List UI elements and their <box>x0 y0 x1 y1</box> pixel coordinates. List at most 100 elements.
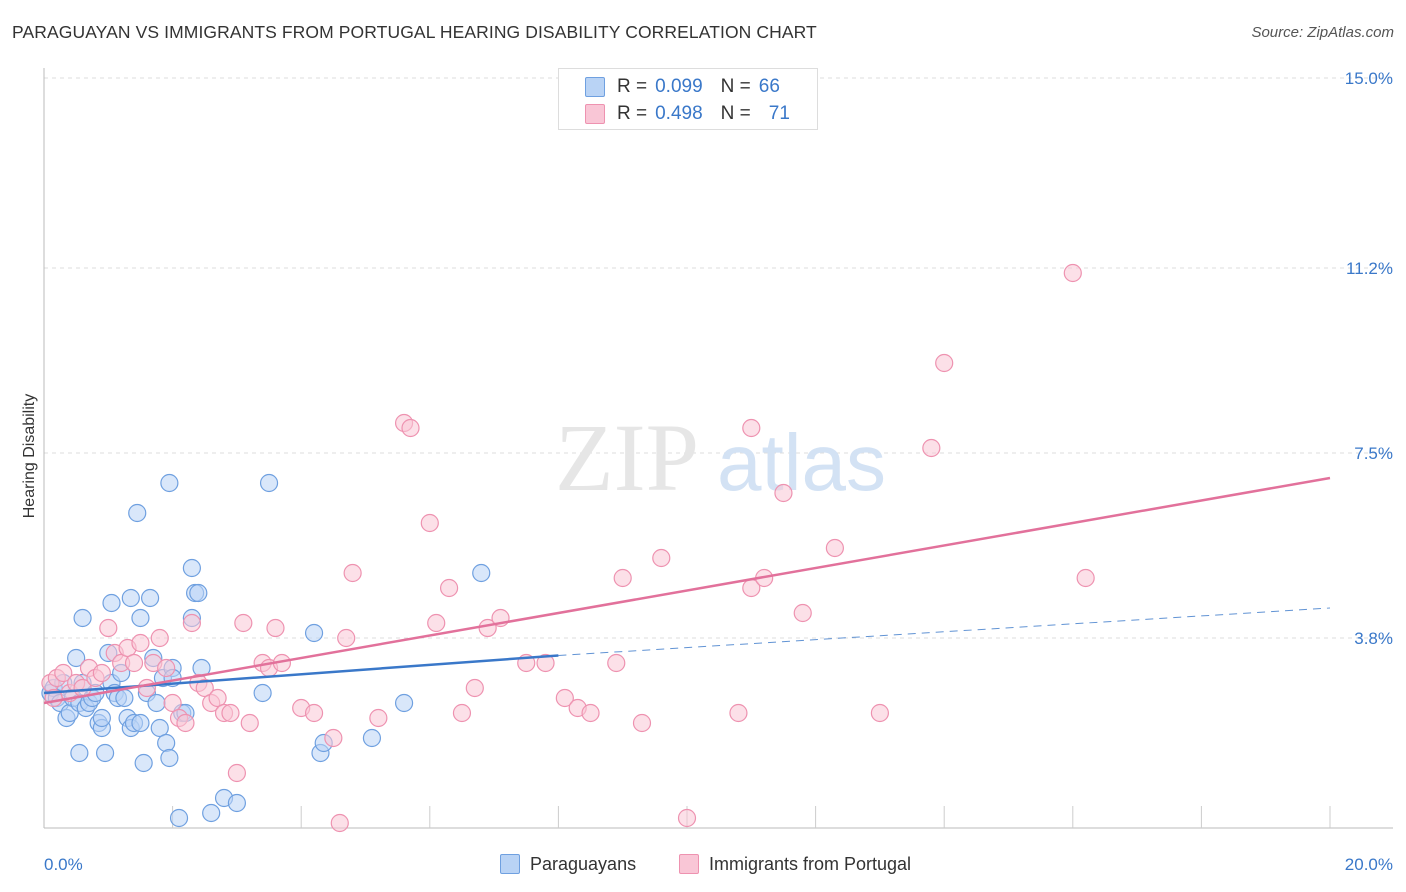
point-portugal <box>774 483 793 503</box>
point-portugal <box>330 813 349 833</box>
point-portugal <box>163 693 182 713</box>
point-paraguayans <box>73 608 92 628</box>
point-portugal <box>99 618 118 638</box>
watermark-atlas: atlas <box>717 418 886 507</box>
legend-r-label: R = <box>617 103 648 124</box>
point-portugal <box>452 703 472 723</box>
point-portugal <box>677 808 697 828</box>
point-portugal <box>401 418 420 438</box>
point-paraguayans <box>147 693 166 713</box>
point-paraguayans <box>394 693 414 713</box>
legend-n-label: N = <box>720 103 751 124</box>
point-portugal <box>157 658 176 678</box>
source-label: Source: ZipAtlas.com <box>1251 24 1394 41</box>
point-portugal <box>54 663 73 683</box>
point-paraguayans <box>189 583 208 603</box>
point-portugal <box>1063 263 1082 283</box>
point-paraguayans <box>128 503 147 523</box>
legend-r-value: 0.498 <box>655 103 703 124</box>
legend-swatch-blue <box>585 77 605 97</box>
legend-n-value: 66 <box>758 76 780 97</box>
y-tick-label: 15.0% <box>1345 69 1393 88</box>
point-paraguayans <box>140 588 160 608</box>
point-portugal <box>234 613 253 633</box>
trend-lines <box>43 476 1331 705</box>
point-portugal <box>369 708 388 728</box>
point-portugal <box>227 763 246 783</box>
point-paraguayans <box>169 808 189 828</box>
chart-title: PARAGUAYAN VS IMMIGRANTS FROM PORTUGAL H… <box>12 22 817 42</box>
point-paraguayans <box>227 793 246 813</box>
point-portugal <box>555 688 574 708</box>
x-tick-label-min: 0.0% <box>44 855 83 874</box>
point-portugal <box>465 678 484 698</box>
point-portugal <box>439 578 459 598</box>
point-portugal <box>652 548 671 568</box>
point-paraguayans <box>131 713 150 733</box>
point-portugal <box>304 703 324 723</box>
point-portugal <box>221 703 240 723</box>
watermark-zip: ZIP <box>555 404 699 511</box>
y-tick-label: 3.8% <box>1354 629 1393 648</box>
bottom-legend-swatch-blue <box>500 854 520 874</box>
y-axis-label: Hearing Disability <box>21 394 38 519</box>
legend-n-label: N = <box>720 76 751 97</box>
point-paraguayans <box>304 623 324 643</box>
y-tick-label: 7.5% <box>1354 444 1393 463</box>
point-portugal <box>632 713 652 733</box>
point-paraguayans <box>70 743 89 763</box>
legend-r-value: 0.099 <box>655 76 703 97</box>
point-portugal <box>729 703 748 723</box>
legend: R = 0.099 N = 66 R = 0.498 N = 71 <box>558 68 818 130</box>
point-portugal <box>324 728 343 748</box>
trend-line-paraguayans-projected <box>558 607 1331 656</box>
point-paraguayans <box>92 708 111 728</box>
point-portugal <box>420 513 439 533</box>
legend-swatch-pink <box>585 104 605 124</box>
point-portugal <box>935 353 954 373</box>
point-paraguayans <box>67 648 86 668</box>
point-portugal <box>176 713 195 733</box>
bottom-legend-paraguayans: Paraguayans <box>500 852 636 876</box>
legend-row-paraguayans: R = 0.099 N = 66 <box>585 74 780 100</box>
trend-line-portugal <box>43 476 1331 705</box>
point-portugal <box>825 538 844 558</box>
point-portugal <box>742 418 761 438</box>
bottom-legend-label: Immigrants from Portugal <box>709 853 912 874</box>
point-portugal <box>240 713 259 733</box>
point-portugal <box>343 563 362 583</box>
legend-r-label: R = <box>617 76 648 97</box>
series-immigrants-from-portugal <box>41 263 1095 833</box>
grid-lines <box>44 77 1393 639</box>
point-paraguayans <box>115 688 134 708</box>
point-portugal <box>793 603 812 623</box>
bottom-legend-label: Paraguayans <box>530 853 637 874</box>
point-paraguayans <box>121 588 140 608</box>
y-tick-label: 11.2% <box>1346 259 1393 278</box>
legend-row-portugal: R = 0.498 N = 71 <box>585 101 790 127</box>
point-paraguayans <box>157 733 176 753</box>
point-portugal <box>182 613 201 633</box>
point-portugal <box>581 703 600 723</box>
bottom-legend-portugal: Immigrants from Portugal <box>679 852 911 876</box>
point-paraguayans <box>362 728 382 748</box>
point-paraguayans <box>472 563 491 583</box>
point-portugal <box>536 653 555 673</box>
point-portugal <box>613 568 632 588</box>
point-portugal <box>1076 568 1095 588</box>
point-paraguayans <box>95 743 115 763</box>
point-portugal <box>195 678 214 698</box>
x-tick-label-max: 20.0% <box>1345 855 1393 874</box>
point-portugal <box>131 633 150 653</box>
bottom-legend-swatch-pink <box>679 854 699 874</box>
point-portugal <box>870 703 890 723</box>
point-portugal <box>427 613 446 633</box>
point-paraguayans <box>131 608 150 628</box>
point-portugal <box>922 438 941 458</box>
point-paraguayans <box>182 558 201 578</box>
point-portugal <box>208 688 227 708</box>
point-paraguayans <box>202 803 221 823</box>
point-paraguayans <box>259 473 279 493</box>
point-paraguayans <box>160 473 179 493</box>
